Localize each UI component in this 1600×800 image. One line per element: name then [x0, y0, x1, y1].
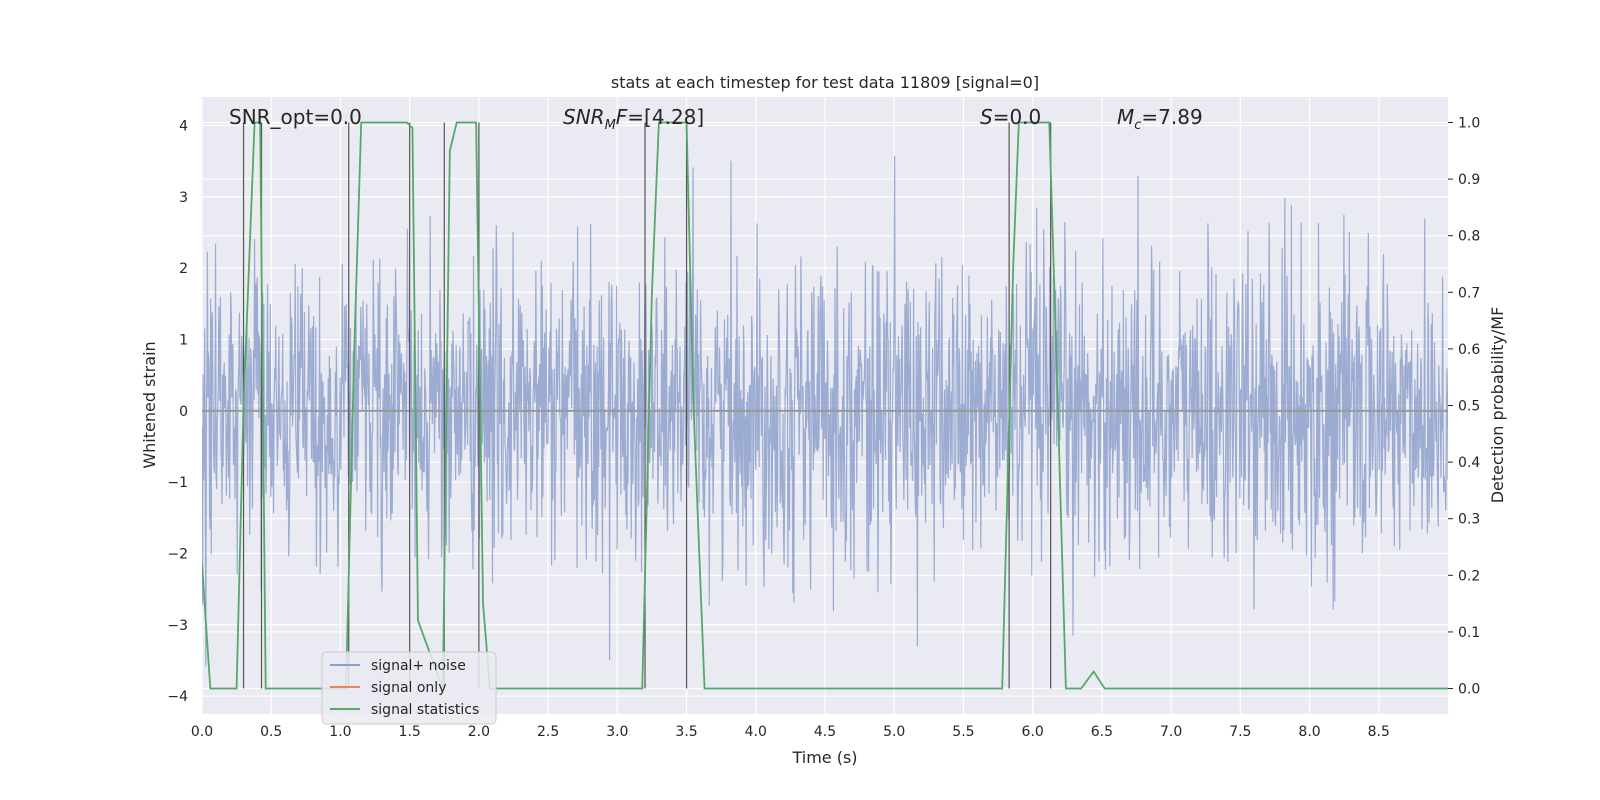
x-tick-label: 6.5 [1091, 724, 1113, 740]
right-y-tick-label: 0.4 [1458, 455, 1480, 471]
left-y-axis-label: Whitened strain [140, 341, 159, 468]
x-tick-label: 0.0 [191, 724, 213, 740]
legend-label-signal-only: signal only [371, 680, 446, 696]
x-tick-label: 5.5 [952, 724, 974, 740]
x-tick-label: 8.0 [1298, 724, 1320, 740]
left-y-tick-label: −4 [167, 689, 188, 705]
series-signal-statistics [202, 121, 1448, 690]
x-tick-label: 7.0 [1160, 724, 1182, 740]
x-tick-label: 3.0 [606, 724, 628, 740]
right-y-tick-label: 1.0 [1458, 115, 1480, 131]
x-tick-label: 4.5 [814, 724, 836, 740]
legend-label-signal-statistics: signal statistics [371, 702, 479, 718]
right-y-tick-label: 0.2 [1458, 568, 1480, 584]
annotation-s-value: =0.0 [993, 105, 1042, 129]
right-y-tick-label: 0.0 [1458, 682, 1480, 698]
x-tick-label: 5.0 [883, 724, 905, 740]
left-y-tick-label: −2 [167, 547, 188, 563]
annotation-mc-value: =7.89 [1141, 105, 1202, 129]
annotation-snr-opt: SNR_opt=0.0 [229, 105, 362, 129]
annotation-snr-mf: SNRMF=[4.28] [563, 105, 704, 133]
x-tick-label: 7.5 [1229, 724, 1251, 740]
right-y-tick-label: 0.8 [1458, 229, 1480, 245]
right-y-tick-label: 0.7 [1458, 285, 1480, 301]
left-y-tick-label: −1 [167, 475, 188, 491]
left-y-tick-labels: 4 3 2 1 0 −1 −2 −3 −4 [167, 119, 188, 706]
legend-box [321, 651, 497, 725]
right-y-tick-label: 0.6 [1458, 342, 1480, 358]
left-y-tick-label: 2 [179, 261, 188, 277]
x-tick-label: 3.5 [675, 724, 697, 740]
right-y-tick-labels: 1.0 0.9 0.8 0.7 0.6 0.5 0.4 0.3 0.2 0.1 0.0 [1448, 115, 1480, 698]
annotation-s: S=0.0 [980, 105, 1041, 129]
x-tick-labels: 0.0 0.5 1.0 1.5 2.0 2.5 3.0 3.5 4.0 4.5 5.0 5.5 6.0 6… [191, 724, 1390, 740]
right-y-tick-label: 0.1 [1458, 625, 1480, 641]
left-y-tick-label: 0 [179, 404, 188, 420]
left-y-tick-label: 3 [179, 190, 188, 206]
x-tick-label: 0.5 [260, 724, 282, 740]
right-y-axis-label: Detection probability/MF [1488, 307, 1507, 504]
left-y-tick-label: −3 [167, 618, 188, 634]
x-tick-label: 4.0 [745, 724, 767, 740]
right-y-tick-label: 0.9 [1458, 172, 1480, 188]
annotation-mc: Mc=7.89 [1117, 105, 1203, 133]
x-tick-label: 8.5 [1368, 724, 1390, 740]
chart-title: stats at each timestep for test data 118… [611, 73, 1039, 92]
left-y-tick-label: 4 [179, 119, 188, 135]
x-tick-label: 2.0 [468, 724, 490, 740]
left-y-tick-label: 1 [179, 333, 188, 349]
x-tick-label: 1.5 [399, 724, 421, 740]
right-y-tick-label: 0.5 [1458, 399, 1480, 415]
right-y-tick-label: 0.3 [1458, 512, 1480, 528]
x-tick-label: 6.0 [1022, 724, 1044, 740]
signal-statistics-line [202, 121, 1448, 690]
x-axis-label: Time (s) [791, 748, 857, 767]
x-tick-label: 2.5 [537, 724, 559, 740]
x-tick-label: 1.0 [329, 724, 351, 740]
legend: signal+ noise signal only signal statist… [321, 651, 497, 725]
legend-label-signal-noise: signal+ noise [371, 658, 466, 674]
annotation-snr-mf-value: =[4.28] [627, 105, 704, 129]
